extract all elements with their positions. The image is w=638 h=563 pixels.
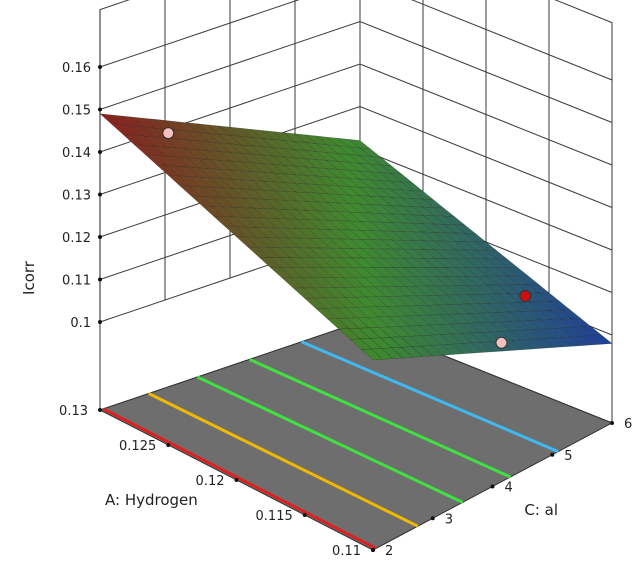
y-tick-label: 2 [385, 544, 393, 559]
z-tick-label: 0.1 [70, 316, 91, 331]
x-tick-mark [302, 513, 307, 517]
y-tick-mark [610, 421, 614, 425]
z-tick-mark [98, 235, 102, 239]
z-tick-label: 0.14 [62, 146, 91, 161]
contour-line [196, 375, 464, 504]
design-point [162, 127, 175, 140]
z-tick-mark [98, 150, 102, 154]
design-point [519, 290, 532, 303]
x-tick-label: 0.13 [59, 404, 88, 419]
contour-line [148, 392, 419, 528]
x-tick-label: 0.115 [256, 509, 293, 524]
z-tick-label: 0.15 [62, 104, 91, 119]
x-tick-mark [98, 408, 102, 412]
response-surface [99, 113, 613, 361]
y-axis-label: C: al [524, 501, 558, 519]
y-tick-mark [550, 452, 555, 457]
contour-line [102, 407, 377, 550]
z-tick-mark [98, 277, 102, 282]
z-axis-label: Icorr [20, 260, 38, 295]
contour-line [248, 358, 512, 479]
z-tick-mark [98, 107, 102, 112]
z-tick-label: 0.12 [62, 231, 91, 246]
design-points [162, 127, 532, 349]
y-tick-label: 4 [505, 481, 513, 496]
z-tick-label: 0.13 [62, 189, 91, 204]
x-tick-mark [234, 478, 239, 482]
x-tick-label: 0.125 [119, 439, 156, 454]
surface-patch [591, 334, 613, 345]
y-tick-mark [430, 516, 435, 521]
wall-gridline-z [99, 0, 613, 81]
wall-gridline-z [99, 20, 613, 123]
y-tick-mark [371, 548, 375, 552]
z-tick-mark [98, 192, 102, 197]
y-tick-label: 3 [445, 512, 453, 527]
contour-line [300, 340, 559, 453]
z-tick-label: 0.11 [62, 274, 91, 289]
x-tick-label: 0.12 [196, 474, 225, 489]
y-tick-label: 6 [624, 417, 632, 432]
x-axis-label: A: Hydrogen [105, 491, 198, 509]
x-tick-label: 0.11 [332, 544, 361, 559]
x-tick-mark [166, 443, 171, 447]
z-tick-mark [98, 65, 102, 69]
y-tick-label: 5 [564, 449, 572, 464]
y-tick-mark [490, 484, 495, 489]
axis-ticks: 0.1 0.11 0.12 0.13 0.14 0.15 0.16 0.11 0.115 0.12… [59, 9, 632, 559]
design-point [495, 336, 508, 349]
floor-contours [102, 340, 559, 550]
z-tick-label: 0.16 [62, 61, 91, 76]
z-tick-mark [98, 320, 102, 324]
